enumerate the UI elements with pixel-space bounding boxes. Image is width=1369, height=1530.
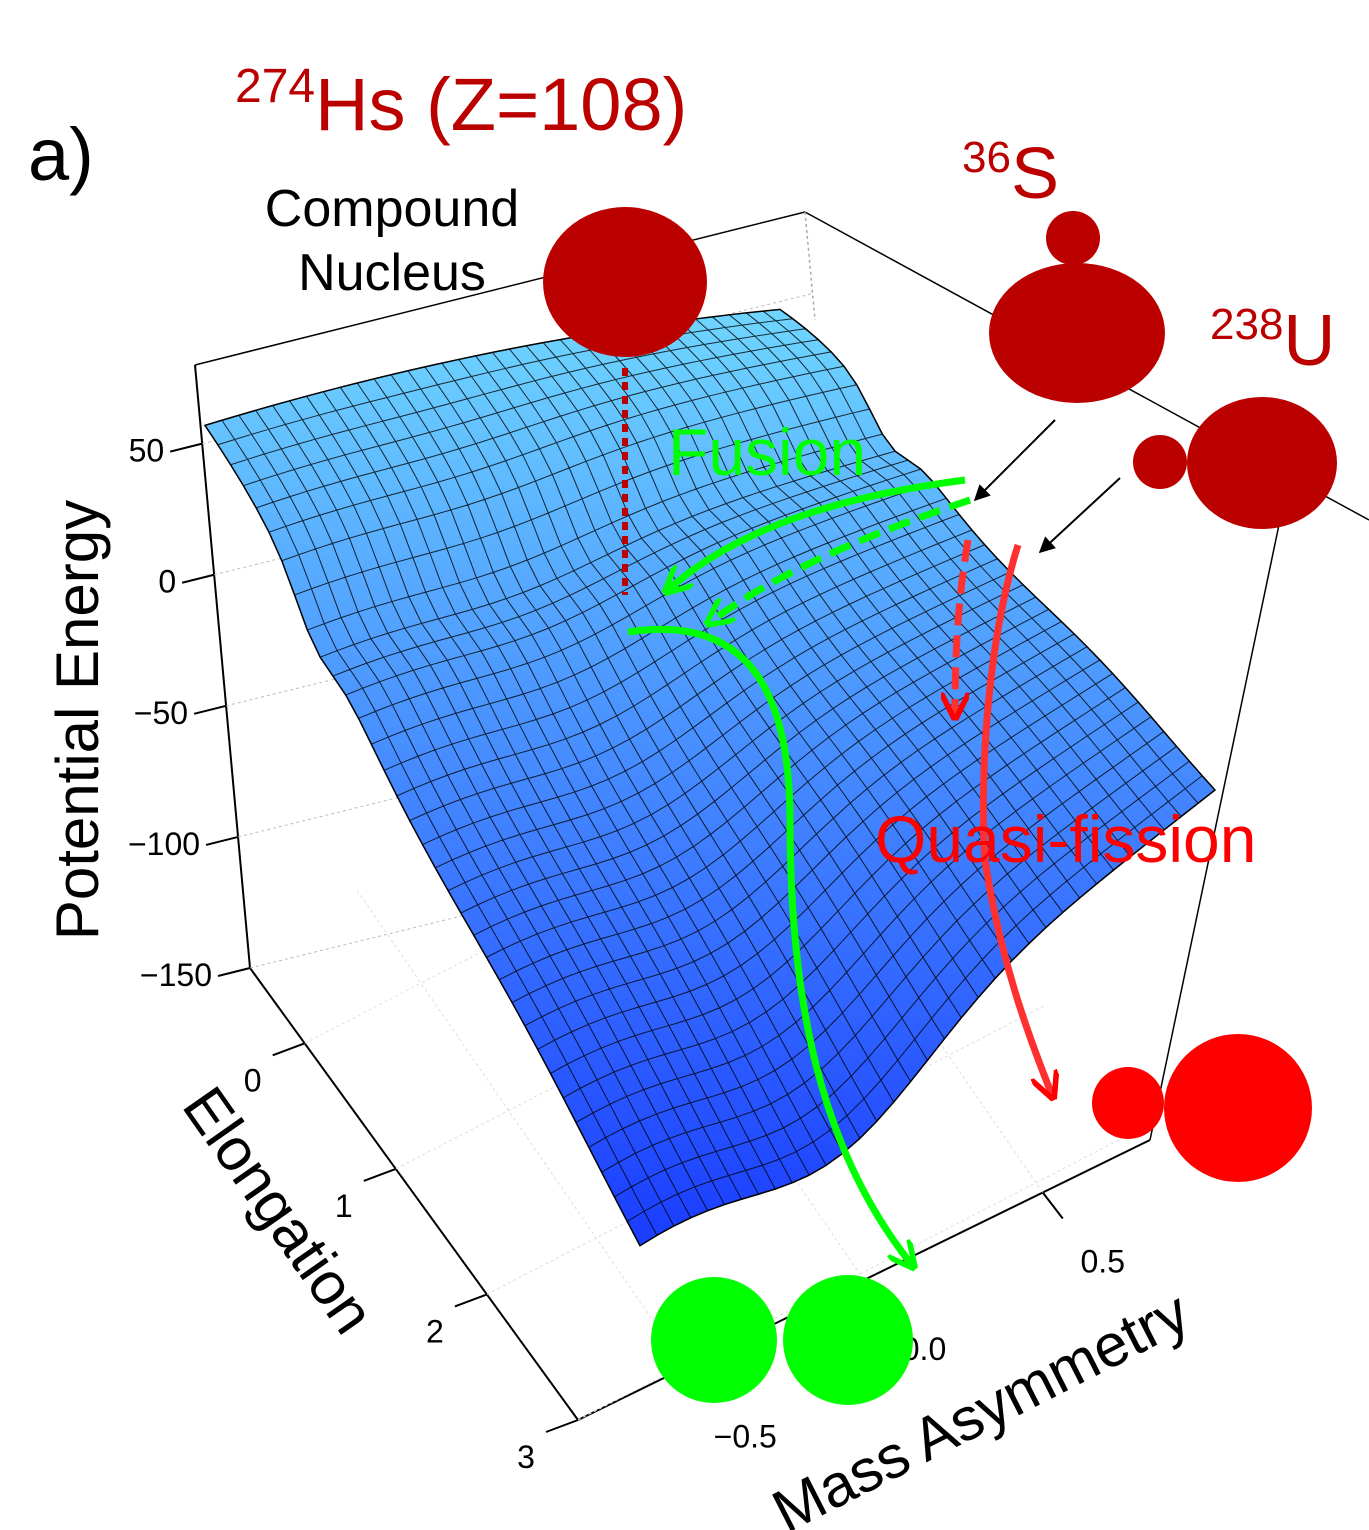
projectile-label: 36S <box>962 133 1059 214</box>
y-tick <box>273 1043 305 1055</box>
fusion-label: Fusion <box>668 415 866 489</box>
fragment <box>651 1277 777 1403</box>
y-axis-label: Elongation <box>170 1075 388 1346</box>
z-tick <box>194 706 226 714</box>
pointer-arrow <box>975 420 1055 500</box>
fission-fragments <box>651 1275 913 1405</box>
y-tick <box>546 1420 578 1432</box>
projectile-nucleus <box>1046 211 1100 265</box>
z-tick <box>170 444 202 452</box>
mass: 238 <box>1210 300 1283 349</box>
fragment <box>783 1275 913 1405</box>
y-tick-label: 3 <box>517 1439 535 1475</box>
symbol: S <box>1011 134 1059 214</box>
x-tick <box>1043 1193 1063 1219</box>
fragment <box>1164 1034 1312 1182</box>
z-tick-label: −150 <box>140 957 212 993</box>
symbol: U <box>1283 301 1335 381</box>
target-nucleus <box>1187 397 1337 529</box>
z-tick-label: 50 <box>129 433 165 469</box>
z-axis-label: Potential Energy <box>44 500 111 940</box>
target-nucleus <box>989 263 1165 403</box>
quasifission-fragments <box>1092 1034 1312 1182</box>
y-tick-label: 2 <box>426 1313 444 1349</box>
y-tick-label: 0 <box>244 1062 262 1098</box>
target-label: 238U <box>1210 300 1335 381</box>
panel-label: a) <box>28 113 94 196</box>
compound-label: Compound <box>265 180 519 238</box>
pointer-arrow <box>1040 478 1120 552</box>
projectile-nucleus <box>1133 435 1187 489</box>
title-mass: 274 <box>235 60 315 113</box>
chart-title: 274Hs (Z=108) <box>235 60 687 146</box>
fragment <box>1092 1067 1164 1139</box>
y-tick <box>455 1294 487 1306</box>
y-tick-label: 1 <box>335 1188 353 1224</box>
x-tick-label: 0.5 <box>1081 1244 1125 1280</box>
z-tick-label: 0 <box>158 564 176 600</box>
mass: 36 <box>962 133 1011 182</box>
z-tick-label: −100 <box>128 826 200 862</box>
chart: 500−50−100−1500123−0.50.00.5 a) 274Hs (Z… <box>0 0 1369 1530</box>
compound-label: Nucleus <box>298 244 486 302</box>
z-tick-label: −50 <box>134 695 188 731</box>
y-tick <box>364 1169 396 1181</box>
compound-nucleus <box>543 207 707 357</box>
title-text: Hs (Z=108) <box>315 63 687 146</box>
page: {"panel_label": "a)", "chart_data": { "t… <box>0 0 1369 1530</box>
z-tick <box>206 837 238 845</box>
z-tick <box>182 575 214 583</box>
x-tick-label: −0.5 <box>714 1419 777 1455</box>
z-tick <box>218 968 250 976</box>
quasifission-label: Quasi-fission <box>875 802 1256 876</box>
